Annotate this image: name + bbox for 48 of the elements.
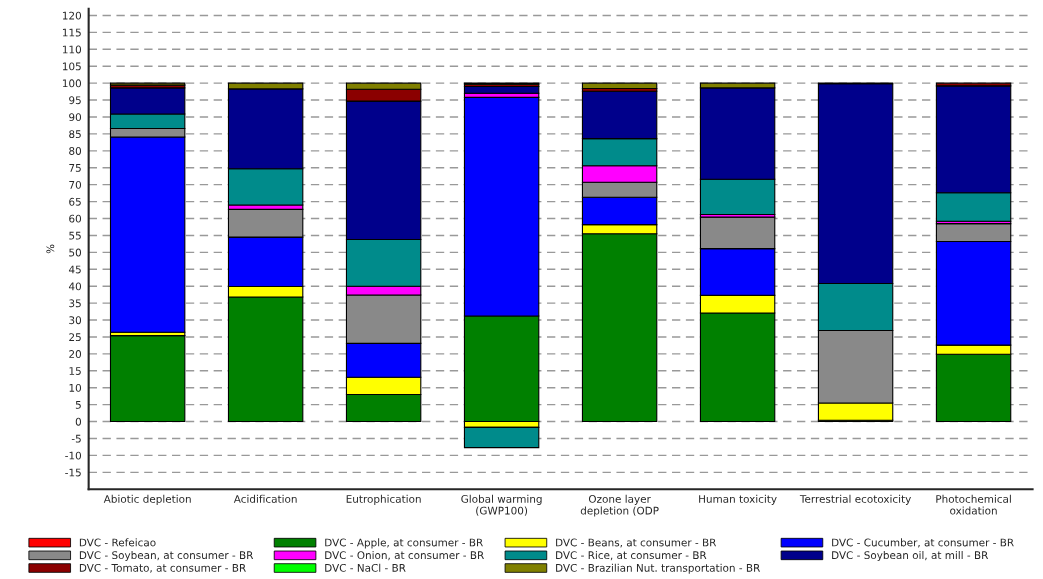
y-tick-label: -5 <box>71 434 81 443</box>
y-tick-label: 25 <box>69 333 81 342</box>
y-tick-label: 50 <box>69 248 82 257</box>
legend-label: DVC - Cucumber, at consumer - BR <box>832 538 1014 548</box>
y-tick-label: -15 <box>65 468 81 477</box>
x-tick-label: Ozone layer depletion (ODP <box>580 494 659 517</box>
legend-label: DVC - Soybean oil, at mill - BR <box>832 551 989 562</box>
legend-label: DVC - NaCl - BR <box>325 563 406 572</box>
y-tick-label: 0 <box>75 417 82 426</box>
y-tick-label: 40 <box>68 282 82 291</box>
legend-label: DVC - Refeicao <box>79 538 156 547</box>
legend-label: DVC - Brazilian Nut. transportation - BR <box>556 563 760 574</box>
y-tick-label: 80 <box>69 147 82 155</box>
y-tick-label: 45 <box>68 265 81 274</box>
y-tick-label: 110 <box>62 45 82 54</box>
legend-label: DVC - Soybean, at consumer - BR <box>79 551 254 562</box>
y-tick-label: 115 <box>62 28 81 37</box>
x-tick-label: Terrestrial ecotoxicity <box>799 494 911 505</box>
y-tick-label: 5 <box>75 401 81 409</box>
y-tick-label: 105 <box>62 62 81 71</box>
y-tick-label: 95 <box>69 96 81 105</box>
y-tick-label: 30 <box>69 316 82 325</box>
y-tick-label: 120 <box>62 11 82 20</box>
legend-label: DVC - Tomato, at consumer - BR <box>79 563 246 573</box>
y-tick-label: 100 <box>62 79 82 88</box>
x-tick-label: Photochemical oxidation <box>936 494 1011 515</box>
y-axis-title: % <box>46 244 55 254</box>
x-tick-label: Human toxicity <box>699 494 777 505</box>
x-tick-label: Eutrophication <box>346 494 421 505</box>
legend-label: DVC - Beans, at consumer - BR <box>556 538 717 548</box>
y-tick-label: 15 <box>69 367 81 375</box>
y-tick-label: 90 <box>69 113 82 122</box>
y-tick-label: 65 <box>69 197 81 206</box>
x-tick-label: Abiotic depletion <box>103 494 191 505</box>
legend-label: DVC - Rice, at consumer - BR <box>556 551 707 561</box>
y-tick-label: -10 <box>65 451 82 460</box>
y-tick-label: 75 <box>69 164 81 172</box>
x-tick-label: Acidification <box>233 494 297 503</box>
y-tick-label: 55 <box>69 231 81 240</box>
legend-label: DVC - Apple, at consumer - BR <box>325 538 483 549</box>
y-tick-label: 35 <box>69 299 81 308</box>
y-tick-label: 10 <box>69 383 82 392</box>
y-tick-label: 70 <box>69 180 82 189</box>
y-tick-label: 60 <box>69 214 82 223</box>
x-tick-label: Global warming (GWP100) <box>461 494 542 516</box>
legend-label: DVC - Onion, at consumer - BR <box>325 551 484 561</box>
y-tick-label: 85 <box>69 130 81 139</box>
y-tick-label: 20 <box>69 350 82 358</box>
